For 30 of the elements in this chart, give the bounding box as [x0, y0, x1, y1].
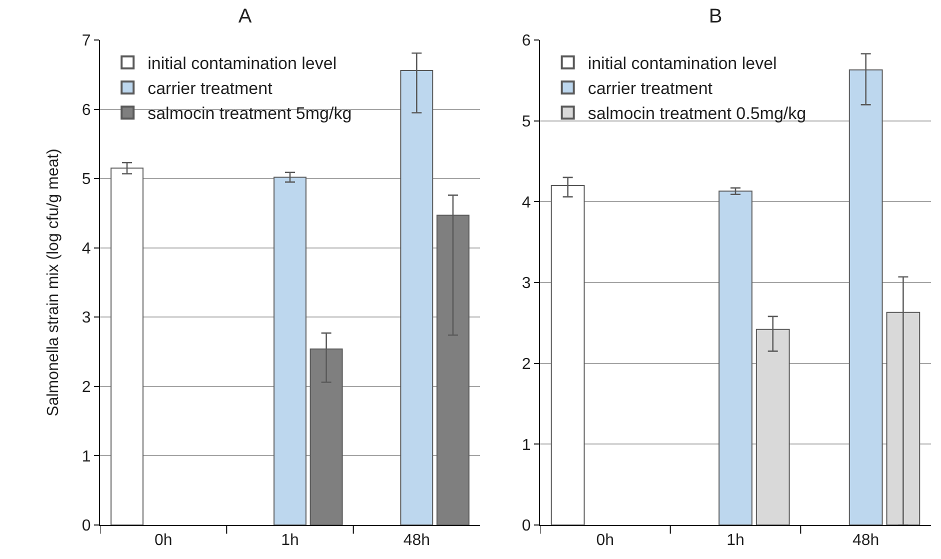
x-tick-label: 0h — [154, 532, 172, 550]
y-tick-label: 0 — [82, 518, 91, 535]
y-tick-label: 5 — [82, 171, 91, 188]
y-tick-label: 6 — [522, 32, 531, 50]
x-tick-label: 48h — [852, 532, 880, 550]
legend-label: carrier treatment — [148, 79, 273, 98]
legend-label: initial contamination level — [148, 54, 337, 74]
x-tick-label: 1h — [726, 532, 744, 550]
y-tick-label: 4 — [522, 194, 531, 212]
chart-title: A — [238, 5, 252, 28]
y-tick-label: 2 — [82, 379, 91, 396]
y-tick-label: 3 — [82, 310, 91, 327]
y-tick-label: 3 — [522, 275, 531, 292]
y-tick-label: 1 — [522, 436, 531, 454]
y-tick-label: 2 — [522, 356, 531, 373]
y-tick-label: 1 — [82, 448, 91, 466]
y-axis-title: Salmonella strain mix (log cfu/g meat) — [45, 148, 62, 416]
y-tick-label: 6 — [82, 102, 91, 119]
legend-label: salmocin treatment 0.5mg/kg — [588, 104, 806, 124]
y-tick-label: 0 — [522, 518, 531, 535]
y-tick-label: 7 — [82, 32, 91, 50]
chart-title: B — [708, 5, 722, 28]
legend-label: carrier treatment — [588, 79, 713, 98]
legend-label: initial contamination level — [588, 54, 777, 74]
x-tick-label: 48h — [403, 532, 430, 550]
y-tick-label: 5 — [522, 113, 531, 130]
y-tick-label: 4 — [82, 240, 91, 258]
x-tick-label: 1h — [281, 532, 299, 550]
x-tick-label: 0h — [596, 532, 614, 550]
legend-label: salmocin treatment 5mg/kg — [148, 104, 352, 124]
